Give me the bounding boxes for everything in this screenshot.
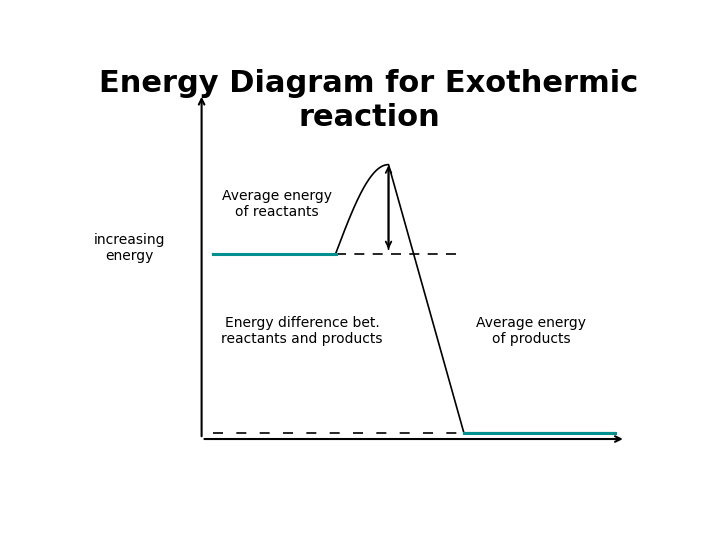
Text: Energy Diagram for Exothermic
reaction: Energy Diagram for Exothermic reaction (99, 69, 639, 132)
Text: increasing
energy: increasing energy (94, 233, 165, 263)
Text: Average energy
of products: Average energy of products (476, 316, 586, 346)
Text: Average energy
of reactants: Average energy of reactants (222, 189, 332, 219)
Text: Energy difference bet.
reactants and products: Energy difference bet. reactants and pro… (221, 316, 383, 346)
